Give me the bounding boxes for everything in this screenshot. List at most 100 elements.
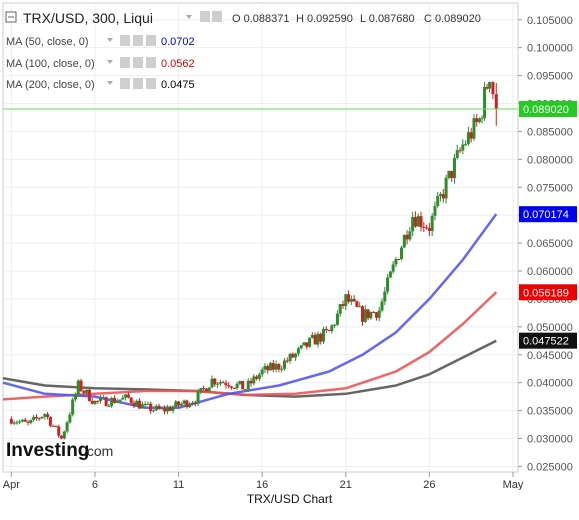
candle-body — [461, 144, 465, 151]
candle-body — [82, 390, 86, 393]
candle-body — [483, 86, 487, 118]
candle-body — [23, 419, 27, 422]
candle-body — [324, 329, 328, 331]
gear-icon[interactable] — [133, 57, 143, 68]
candle-body — [90, 401, 94, 404]
candle-body — [285, 360, 289, 362]
chevron-down-icon[interactable] — [107, 81, 113, 85]
candle-body — [196, 391, 200, 404]
candle-body — [372, 312, 376, 314]
close-icon[interactable] — [146, 35, 156, 46]
candle-body — [402, 234, 406, 248]
y-tick-label: 0.025000 — [527, 461, 573, 473]
candle-body — [282, 360, 286, 369]
indicator-value: 0.0702 — [161, 36, 195, 48]
candle-body — [260, 369, 264, 375]
candle-body — [221, 382, 225, 384]
candle-body — [62, 431, 66, 439]
candle-body — [112, 398, 116, 403]
candle-body — [472, 118, 476, 139]
candle-body — [450, 170, 454, 179]
close-icon[interactable] — [146, 57, 156, 68]
y-tick-label: 0.050000 — [527, 322, 573, 334]
chevron-down-icon[interactable] — [107, 60, 113, 64]
candle-body — [321, 329, 325, 342]
chart-caption: TRX/USD Chart — [246, 492, 333, 506]
candle-body — [469, 132, 473, 139]
candle-body — [207, 387, 211, 392]
candle-body — [210, 378, 214, 388]
candle-body — [149, 403, 153, 412]
close-icon[interactable] — [146, 78, 156, 89]
candle-body — [249, 380, 253, 384]
candle-body — [73, 394, 77, 400]
candle-body — [360, 306, 364, 322]
eye-icon[interactable] — [120, 57, 130, 68]
candle-body — [466, 132, 470, 144]
candle-body — [252, 376, 256, 384]
x-tick-label: 16 — [256, 479, 268, 490]
candle-body — [171, 406, 175, 411]
eye-icon[interactable] — [120, 78, 130, 89]
chevron-down-icon[interactable] — [186, 15, 192, 19]
x-tick-label: 6 — [92, 479, 98, 490]
candle-body — [419, 216, 423, 228]
candlestick-chart[interactable]: 0.025000 0.030000 0.035000 0.040000 0.045000… — [0, 0, 579, 491]
y-tick-label: 0.065000 — [527, 238, 573, 250]
price-tag-ma50 — [519, 206, 577, 223]
ohlc-o: O 0.088371 — [232, 13, 290, 25]
candle-body — [291, 353, 295, 358]
candle-body — [243, 389, 247, 391]
candle-body — [441, 194, 445, 199]
candle-body — [224, 382, 228, 386]
candle-body — [380, 301, 384, 311]
eye-icon[interactable] — [200, 11, 210, 22]
candle-body — [246, 380, 250, 390]
candle-body — [355, 301, 359, 307]
candle-body — [65, 422, 69, 432]
candle-body — [163, 408, 167, 412]
x-tick-label: 26 — [423, 479, 435, 490]
candle-body — [68, 414, 72, 423]
candle-body — [458, 150, 462, 152]
y-tick-label: 0.030000 — [527, 434, 573, 446]
y-tick-label: 0.060000 — [527, 266, 573, 278]
candle-body — [313, 334, 317, 345]
candle-body — [338, 304, 342, 314]
candle-body — [177, 401, 181, 406]
candle-body — [140, 404, 144, 409]
candle-body — [9, 418, 13, 424]
candle-body — [333, 324, 337, 326]
candle-body — [96, 400, 100, 402]
candle-body — [302, 342, 306, 346]
price-tag-label-ma200: 0.047522 — [523, 336, 569, 348]
candle-body — [391, 264, 395, 272]
y-tick-label: 0.045000 — [527, 350, 573, 362]
candle-body — [478, 118, 482, 123]
candle-body — [266, 366, 270, 371]
candle-body — [99, 397, 103, 401]
symbol-label: TRX/USD, 300, Liqui — [23, 10, 153, 26]
ma200-line — [2, 339, 497, 398]
y-tick-label: 0.100000 — [527, 43, 573, 55]
candle-body — [157, 405, 161, 409]
candle-body — [124, 394, 128, 398]
candle-body — [408, 231, 412, 240]
gear-icon[interactable] — [133, 35, 143, 46]
chevron-down-icon[interactable] — [107, 38, 113, 42]
price-tag-ma100 — [519, 284, 577, 301]
candle-body — [138, 400, 142, 409]
candle-body — [79, 380, 83, 391]
price-tag-label-last: 0.089020 — [523, 104, 569, 116]
gear-icon[interactable] — [212, 11, 222, 22]
candle-body — [54, 425, 58, 427]
indicator-value: 0.0475 — [161, 79, 195, 91]
candle-body — [294, 353, 298, 358]
candle-body — [230, 386, 234, 388]
gear-icon[interactable] — [133, 78, 143, 89]
y-tick-label: 0.075000 — [527, 182, 573, 194]
eye-icon[interactable] — [120, 35, 130, 46]
price-tag-label-ma100: 0.056189 — [523, 287, 569, 299]
x-tick-label: Apr — [3, 479, 20, 490]
candle-body — [191, 403, 195, 405]
